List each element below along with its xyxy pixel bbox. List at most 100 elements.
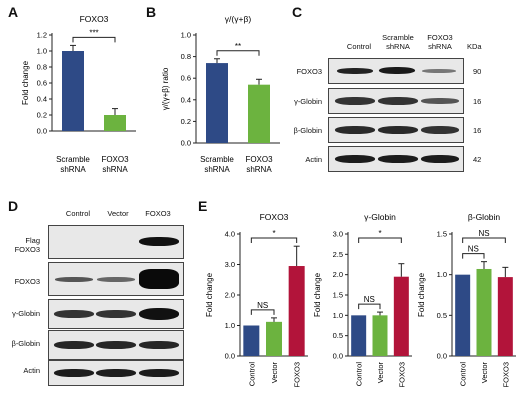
chart-a: FOXO3 Fold change 0.0 0.2 0.4 0.6 0.8 1.0 1.2 Scr… — [21, 14, 136, 174]
y-axis-label: Fold change — [21, 60, 30, 105]
blot-c-label-beta-globin: β-Globin — [293, 126, 323, 135]
bar — [288, 266, 305, 356]
blot-c-label-gamma-globin: γ-Globin — [294, 97, 322, 106]
y-tick-label: 0.0 — [181, 139, 191, 148]
bar — [266, 321, 282, 356]
chart-title: γ-Globin — [364, 212, 396, 222]
blot-c-label-actin: Actin — [305, 155, 322, 164]
panel-letter-e: E — [198, 198, 208, 214]
significance-label: ** — [235, 42, 241, 51]
y-tick-label: 2.0 — [333, 270, 343, 279]
x-tick-label: FOXO3 — [397, 362, 406, 387]
y-tick-label: 2.0 — [225, 291, 235, 300]
blot-d-strip-beta-globin — [48, 330, 184, 360]
significance-label: * — [378, 229, 381, 238]
x-tick-label: Scramble — [56, 155, 90, 164]
x-tick-label: Vector — [270, 362, 279, 384]
y-tick-label: 1.0 — [181, 31, 191, 40]
x-tick-label: Control — [459, 362, 468, 387]
y-tick-label: 0.4 — [181, 95, 191, 104]
bar — [497, 277, 513, 356]
bar — [104, 115, 126, 131]
y-tick-label: 1.0 — [225, 321, 235, 330]
significance-label: NS — [257, 301, 268, 310]
y-tick-label: 1.5 — [437, 230, 447, 239]
y-tick-label: 3.0 — [225, 260, 235, 269]
y-tick-label: 1.5 — [333, 291, 343, 300]
blot-d-col-control: Control — [65, 209, 91, 218]
significance-label: * — [272, 229, 275, 238]
y-tick-label: 0.5 — [333, 331, 343, 340]
significance-bracket — [72, 36, 116, 43]
y-tick-label: 1.0 — [437, 270, 447, 279]
blot-c-kda-foxo3: 90 — [473, 67, 482, 76]
bar — [351, 315, 367, 356]
y-axis-label: Fold change — [205, 272, 214, 317]
significance-bracket — [250, 309, 275, 315]
blot-d-label-foxo3: FOXO3 — [14, 277, 40, 286]
chart-b: γ/(γ+β) γ/(γ+β) ratio 0.0 0.2 0.4 0.6 0.8 1.0 Sc… — [161, 14, 280, 174]
significance-label: NS — [478, 229, 489, 238]
y-tick-label: 0.2 — [181, 117, 191, 126]
y-axis-label: γ/(γ+β) ratio — [161, 67, 170, 110]
y-tick-label: 0.6 — [37, 79, 47, 88]
x-tick-label: shRNA — [60, 165, 86, 174]
chart-e-gamma-globin: γ-Globin Fold change 0.0 0.5 1.0 1.5 2.0 2.5 3.0… — [313, 212, 412, 387]
blot-c-col-scramble: Scramble shRNA — [382, 33, 414, 51]
blot-d-label-beta-globin: β-Globin — [11, 339, 41, 348]
x-tick-label: FOXO3 — [293, 362, 302, 387]
bar — [243, 325, 260, 356]
x-tick-label: Vector — [376, 362, 385, 384]
y-tick-label: 0.2 — [37, 111, 47, 120]
bar — [206, 63, 228, 143]
significance-bracket — [216, 50, 260, 56]
x-tick-label: FOXO3 — [245, 155, 273, 164]
blot-c-strip-actin — [328, 146, 464, 172]
y-axis-label: Fold change — [417, 272, 426, 317]
bar — [62, 51, 84, 131]
y-tick-label: 1.0 — [333, 311, 343, 320]
significance-bracket — [358, 303, 381, 310]
chart-title: γ/(γ+β) — [225, 14, 252, 24]
panel-letter-b: B — [146, 4, 157, 20]
y-tick-label: 0.0 — [333, 352, 343, 361]
chart-title: FOXO3 — [80, 14, 109, 24]
x-tick-label: Control — [355, 362, 364, 387]
chart-title: β-Globin — [468, 212, 501, 222]
significance-bracket — [250, 237, 298, 243]
significance-bracket — [462, 237, 506, 243]
y-tick-label: 1.2 — [37, 31, 47, 40]
y-tick-label: 0.0 — [37, 127, 47, 136]
blot-d-label-flag-foxo3: Flag FOXO3 — [14, 236, 40, 254]
significance-label: NS — [468, 245, 479, 254]
chart-title: FOXO3 — [260, 212, 289, 222]
blot-d-col-foxo3: FOXO3 — [145, 209, 171, 218]
y-tick-label: 1.0 — [37, 47, 47, 56]
y-tick-label: 0.4 — [37, 95, 47, 104]
x-tick-label: FOXO3 — [101, 155, 129, 164]
blot-c-col-control: Control — [346, 42, 372, 51]
significance-label: NS — [364, 295, 375, 304]
y-tick-label: 2.5 — [333, 250, 343, 259]
y-tick-label: 4.0 — [225, 230, 235, 239]
y-tick-label: 0.6 — [181, 74, 191, 83]
y-tick-label: 0.5 — [437, 311, 447, 320]
significance-bracket — [358, 237, 402, 243]
bar — [393, 276, 409, 356]
y-tick-label: 0.0 — [225, 352, 235, 361]
y-tick-label: 0.8 — [37, 63, 47, 72]
x-tick-label: shRNA — [246, 165, 272, 174]
blot-d-label-actin: Actin — [23, 366, 40, 375]
blot-d-label-gamma-globin: γ-Globin — [12, 309, 40, 318]
significance-bracket — [462, 253, 485, 259]
y-tick-label: 3.0 — [333, 230, 343, 239]
blot-d-strip-gamma-globin — [48, 299, 184, 329]
x-tick-label: Scramble — [200, 155, 234, 164]
chart-e-foxo3: FOXO3 Fold change 0.0 1.0 2.0 3.0 4.0 Control Ve… — [205, 212, 308, 387]
blot-c-kda-header: KDa — [467, 42, 482, 51]
x-tick-label: Control — [247, 362, 256, 387]
blot-d-strip-actin — [48, 360, 184, 386]
blot-c-strip-gamma-globin — [328, 88, 464, 114]
blot-c-col-foxo3-shrna: FOXO3 shRNA — [427, 33, 453, 51]
chart-e-beta-globin: β-Globin Fold change 0.0 0.5 1.0 1.5 Control Ve… — [417, 212, 516, 387]
